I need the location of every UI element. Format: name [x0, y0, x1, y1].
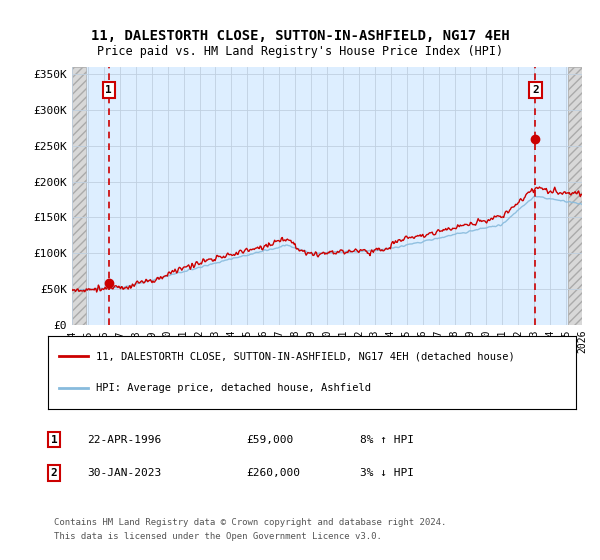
Text: 2: 2: [532, 85, 539, 95]
Text: 30-JAN-2023: 30-JAN-2023: [87, 468, 161, 478]
Bar: [72, 67, 86, 325]
Text: 8% ↑ HPI: 8% ↑ HPI: [360, 435, 414, 445]
Bar: [568, 67, 582, 325]
Text: Price paid vs. HM Land Registry's House Price Index (HPI): Price paid vs. HM Land Registry's House …: [97, 45, 503, 58]
Text: 1: 1: [50, 435, 58, 445]
Bar: [568, 67, 582, 325]
Text: £59,000: £59,000: [246, 435, 293, 445]
Text: 2: 2: [50, 468, 58, 478]
Text: HPI: Average price, detached house, Ashfield: HPI: Average price, detached house, Ashf…: [95, 384, 371, 394]
Text: Contains HM Land Registry data © Crown copyright and database right 2024.: Contains HM Land Registry data © Crown c…: [54, 519, 446, 528]
Text: 3% ↓ HPI: 3% ↓ HPI: [360, 468, 414, 478]
Text: 1: 1: [106, 85, 112, 95]
Text: 11, DALESTORTH CLOSE, SUTTON-IN-ASHFIELD, NG17 4EH: 11, DALESTORTH CLOSE, SUTTON-IN-ASHFIELD…: [91, 29, 509, 44]
Text: £260,000: £260,000: [246, 468, 300, 478]
Text: This data is licensed under the Open Government Licence v3.0.: This data is licensed under the Open Gov…: [54, 532, 382, 541]
Bar: [72, 67, 86, 325]
Text: 11, DALESTORTH CLOSE, SUTTON-IN-ASHFIELD, NG17 4EH (detached house): 11, DALESTORTH CLOSE, SUTTON-IN-ASHFIELD…: [95, 351, 514, 361]
Text: 22-APR-1996: 22-APR-1996: [87, 435, 161, 445]
